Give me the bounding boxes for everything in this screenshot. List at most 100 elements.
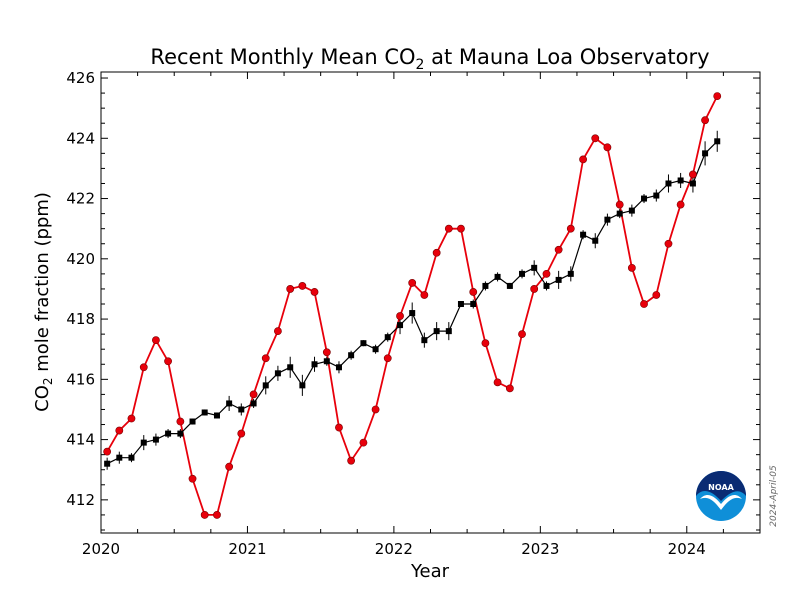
chart-title-subscript: 2: [416, 57, 425, 73]
monthly-mean-point: [432, 248, 441, 257]
y-axis-label-subscript: 2: [41, 377, 55, 385]
chart-title: Recent Monthly Mean CO2 at Mauna Loa Obs…: [150, 45, 709, 73]
monthly-mean-point: [322, 348, 331, 357]
monthly-mean-point: [652, 291, 661, 299]
deseasonalized-point: [274, 370, 281, 377]
monthly-mean-point: [530, 285, 539, 293]
deseasonalized-point: [519, 270, 526, 277]
deseasonalized-point: [165, 430, 172, 437]
monthly-mean-point: [664, 239, 673, 248]
monthly-mean-point: [408, 279, 417, 287]
monthly-mean-point: [139, 363, 148, 372]
monthly-mean-point: [457, 224, 465, 233]
deseasonalized-point: [653, 192, 660, 199]
deseasonalized-point: [311, 361, 318, 368]
monthly-mean-point: [640, 300, 648, 308]
deseasonalized-point: [128, 454, 135, 461]
monthly-mean-point: [359, 438, 368, 447]
monthly-mean-point: [713, 92, 722, 101]
x-tick-label: 2023: [521, 540, 559, 558]
x-tick-label: 2022: [375, 540, 413, 558]
monthly-mean-point: [115, 426, 124, 435]
monthly-mean-point: [371, 405, 380, 414]
deseasonalized-point: [555, 276, 562, 283]
monthly-mean-point: [127, 414, 136, 423]
deseasonalized-point: [531, 264, 538, 271]
deseasonalized-point: [140, 439, 147, 446]
deseasonalized-point: [299, 382, 306, 389]
monthly-mean-point: [383, 354, 392, 363]
monthly-mean-point: [249, 390, 258, 399]
deseasonalized-point: [213, 412, 220, 419]
monthly-mean-point: [469, 288, 478, 296]
plot-frame: [100, 71, 761, 534]
y-tick-label: 414: [66, 431, 95, 449]
deseasonalized-point: [238, 406, 245, 413]
y-tick-label: 420: [66, 250, 95, 268]
deseasonalized-point: [262, 382, 269, 389]
monthly-mean-point: [225, 462, 234, 471]
deseasonalized-point: [543, 282, 550, 289]
deseasonalized-point: [580, 231, 587, 238]
monthly-mean-point: [286, 285, 295, 293]
monthly-mean-point: [493, 378, 502, 387]
y-tick-label: 418: [66, 310, 95, 328]
y-axis-label: CO2 mole fraction (ppm): [32, 192, 55, 412]
deseasonalized-point: [702, 150, 709, 157]
y-tick-label: 412: [66, 491, 95, 509]
monthly-mean-point: [603, 143, 612, 152]
y-axis-label-main: CO: [32, 385, 53, 412]
deseasonalized-point: [677, 177, 684, 184]
deseasonalized-point: [604, 216, 611, 223]
monthly-mean-point: [689, 170, 697, 179]
deseasonalized-point: [665, 180, 672, 187]
deseasonalized-point: [567, 270, 574, 277]
monthly-mean-point: [420, 291, 429, 299]
deseasonalized-point: [384, 334, 391, 341]
monthly-mean-point: [505, 384, 514, 393]
chart-title-rest: at Mauna Loa Observatory: [424, 45, 709, 69]
deseasonalized-point: [457, 301, 464, 308]
noaa-logo: NOAA: [696, 471, 746, 521]
deseasonalized-point: [335, 364, 342, 371]
x-tick-label: 2021: [228, 540, 266, 558]
deseasonalized-point: [287, 364, 294, 371]
monthly-mean-point: [274, 327, 282, 336]
deseasonalized-point: [201, 409, 208, 416]
noaa-logo-text: NOAA: [708, 483, 734, 492]
y-axis-label-rest: mole fraction (ppm): [32, 192, 53, 377]
monthly-mean-point: [396, 312, 404, 320]
monthly-mean-point: [176, 417, 185, 426]
deseasonalized-point: [250, 400, 257, 407]
monthly-mean-point: [213, 511, 221, 519]
monthly-mean-point: [310, 288, 319, 296]
deseasonalized-point: [433, 328, 440, 335]
deseasonalized-point: [445, 328, 452, 335]
deseasonalized-point: [641, 195, 648, 202]
monthly-mean-point: [347, 456, 356, 465]
deseasonalized-point: [470, 301, 477, 308]
y-tick-label: 424: [66, 129, 95, 147]
monthly-mean-point: [152, 336, 160, 345]
monthly-mean-point: [164, 357, 172, 366]
x-axis-label: Year: [410, 561, 450, 582]
monthly-mean-point: [627, 263, 636, 272]
deseasonalized-point: [494, 273, 501, 280]
monthly-mean-point: [444, 224, 453, 233]
deseasonalized-point: [689, 180, 696, 187]
monthly-mean-point: [261, 354, 270, 363]
deseasonalized-point: [482, 282, 489, 289]
monthly-mean-point: [103, 447, 112, 456]
y-tick-label: 416: [66, 370, 95, 388]
monthly-mean-point: [701, 116, 709, 125]
monthly-mean-point: [579, 155, 587, 164]
deseasonalized-point: [323, 358, 330, 365]
noaa-logo-gull: [700, 494, 742, 510]
deseasonalized-point: [372, 346, 379, 353]
deseasonalized-point: [628, 207, 635, 214]
deseasonalized-point: [409, 310, 416, 317]
deseasonalized-point: [116, 454, 123, 461]
y-tick-label: 422: [66, 190, 95, 208]
